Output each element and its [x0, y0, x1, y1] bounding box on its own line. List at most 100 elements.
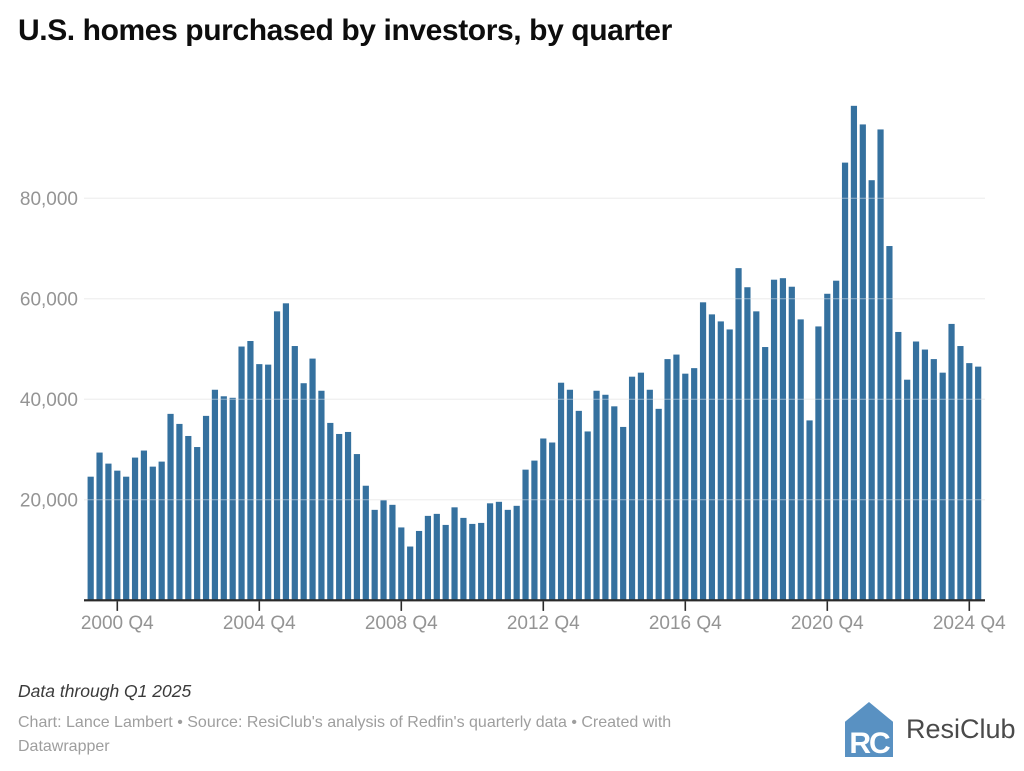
- bar[interactable]: [256, 364, 263, 601]
- bar[interactable]: [593, 390, 600, 601]
- bar[interactable]: [850, 105, 858, 601]
- bar[interactable]: [424, 515, 432, 601]
- bar[interactable]: [389, 504, 396, 601]
- bar[interactable]: [238, 346, 245, 601]
- bar[interactable]: [176, 423, 183, 601]
- bar[interactable]: [575, 410, 582, 601]
- bar[interactable]: [877, 129, 884, 601]
- bar[interactable]: [229, 397, 236, 601]
- bar[interactable]: [167, 413, 174, 601]
- bar[interactable]: [327, 422, 334, 601]
- bar[interactable]: [886, 246, 893, 601]
- bar[interactable]: [699, 302, 707, 601]
- bar[interactable]: [353, 454, 361, 601]
- bar[interactable]: [149, 466, 156, 601]
- bar[interactable]: [486, 503, 494, 601]
- bar[interactable]: [833, 280, 840, 601]
- bar[interactable]: [371, 509, 378, 601]
- bar[interactable]: [282, 303, 290, 601]
- bar[interactable]: [655, 408, 662, 601]
- bar[interactable]: [513, 505, 520, 601]
- bar[interactable]: [939, 372, 946, 601]
- bar[interactable]: [265, 364, 272, 601]
- bar[interactable]: [957, 346, 964, 601]
- bar[interactable]: [584, 431, 591, 601]
- bar[interactable]: [557, 382, 565, 601]
- bar[interactable]: [504, 509, 511, 601]
- bar[interactable]: [540, 438, 547, 601]
- bar[interactable]: [868, 180, 875, 601]
- bar[interactable]: [309, 358, 316, 601]
- bar[interactable]: [975, 366, 982, 601]
- bar[interactable]: [921, 349, 929, 601]
- bar[interactable]: [415, 530, 423, 601]
- bar[interactable]: [691, 368, 698, 601]
- bar[interactable]: [735, 268, 742, 601]
- bar[interactable]: [566, 389, 574, 601]
- bar[interactable]: [202, 415, 210, 601]
- bar[interactable]: [620, 426, 627, 601]
- bar[interactable]: [904, 379, 911, 601]
- bar[interactable]: [841, 162, 849, 601]
- bar[interactable]: [806, 420, 813, 601]
- bar[interactable]: [770, 279, 778, 601]
- bar[interactable]: [495, 501, 503, 601]
- bar[interactable]: [478, 522, 485, 601]
- bar[interactable]: [859, 124, 866, 601]
- bar[interactable]: [407, 546, 414, 601]
- bar[interactable]: [87, 476, 94, 601]
- bar[interactable]: [664, 359, 671, 601]
- bar[interactable]: [451, 507, 458, 601]
- bar[interactable]: [194, 447, 201, 601]
- bar[interactable]: [744, 287, 751, 601]
- bar[interactable]: [131, 457, 139, 601]
- bar[interactable]: [815, 326, 822, 601]
- bar[interactable]: [185, 435, 192, 601]
- bar[interactable]: [682, 373, 689, 601]
- bar[interactable]: [442, 524, 449, 601]
- bar[interactable]: [114, 470, 121, 601]
- bar[interactable]: [549, 442, 556, 601]
- bar[interactable]: [380, 500, 387, 601]
- bar[interactable]: [344, 431, 352, 601]
- bar[interactable]: [318, 390, 325, 601]
- bar[interactable]: [930, 359, 937, 601]
- bar[interactable]: [398, 527, 405, 601]
- bar[interactable]: [779, 278, 787, 601]
- bar[interactable]: [966, 363, 973, 601]
- bar[interactable]: [726, 329, 733, 601]
- bar[interactable]: [123, 476, 130, 601]
- bar[interactable]: [433, 513, 440, 601]
- bar[interactable]: [646, 389, 653, 601]
- bar[interactable]: [824, 293, 831, 601]
- bar[interactable]: [469, 523, 476, 601]
- bar[interactable]: [96, 452, 103, 601]
- bar[interactable]: [105, 463, 112, 601]
- bar[interactable]: [158, 461, 165, 601]
- bar[interactable]: [753, 311, 760, 601]
- bar[interactable]: [291, 346, 298, 601]
- bar[interactable]: [362, 485, 369, 601]
- bar[interactable]: [912, 341, 920, 601]
- bar[interactable]: [220, 396, 227, 601]
- bar[interactable]: [460, 517, 467, 601]
- bar[interactable]: [717, 321, 724, 601]
- bar[interactable]: [762, 347, 769, 601]
- bar[interactable]: [637, 372, 645, 601]
- bar[interactable]: [247, 341, 254, 601]
- bar[interactable]: [708, 314, 716, 601]
- bar[interactable]: [673, 354, 680, 601]
- bar[interactable]: [602, 394, 609, 601]
- bar[interactable]: [611, 406, 618, 601]
- bar[interactable]: [797, 319, 804, 601]
- bar[interactable]: [140, 450, 148, 601]
- bar[interactable]: [531, 460, 538, 601]
- bar[interactable]: [628, 376, 636, 601]
- bar[interactable]: [273, 311, 281, 601]
- bar[interactable]: [788, 286, 795, 601]
- bar[interactable]: [300, 383, 307, 601]
- bar[interactable]: [948, 323, 955, 601]
- bar[interactable]: [522, 469, 529, 601]
- bar[interactable]: [211, 389, 219, 601]
- bar[interactable]: [336, 433, 343, 601]
